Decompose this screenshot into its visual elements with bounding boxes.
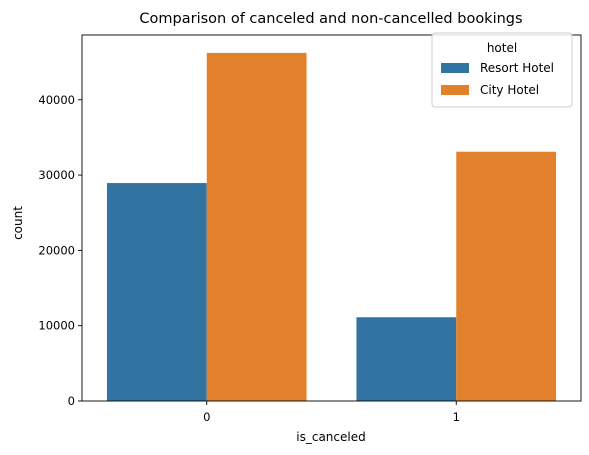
plot-frame (81, 34, 582, 402)
y-tick-label: 20000 (38, 243, 75, 257)
x-tick-label: 1 (453, 410, 460, 424)
y-axis-ticks: 0 10000 20000 30000 40000 (38, 93, 82, 408)
legend: hotel Resort Hotel City Hotel (431, 32, 573, 108)
x-tick-label: 0 (203, 410, 210, 424)
legend-label: Resort Hotel (480, 61, 554, 75)
bar-resort-hotel-0 (106, 183, 207, 401)
y-tick-label: 30000 (38, 168, 75, 182)
x-axis-label: is_canceled (296, 430, 365, 444)
y-tick-label: 10000 (38, 319, 75, 333)
bar-city-hotel-0 (206, 52, 307, 401)
y-tick-label: 0 (68, 394, 75, 408)
legend-items: Resort Hotel City Hotel (441, 61, 554, 97)
legend-swatch (441, 85, 469, 95)
legend-swatch (441, 63, 469, 73)
y-tick-label: 40000 (38, 93, 75, 107)
y-axis-label: count (11, 206, 25, 240)
legend-label: City Hotel (480, 83, 539, 97)
bar-city-hotel-1 (456, 151, 557, 401)
bars-layer (106, 52, 557, 401)
legend-title: hotel (487, 41, 517, 55)
bar-resort-hotel-1 (356, 317, 457, 401)
chart-title: Comparison of canceled and non-cancelled… (139, 11, 522, 27)
